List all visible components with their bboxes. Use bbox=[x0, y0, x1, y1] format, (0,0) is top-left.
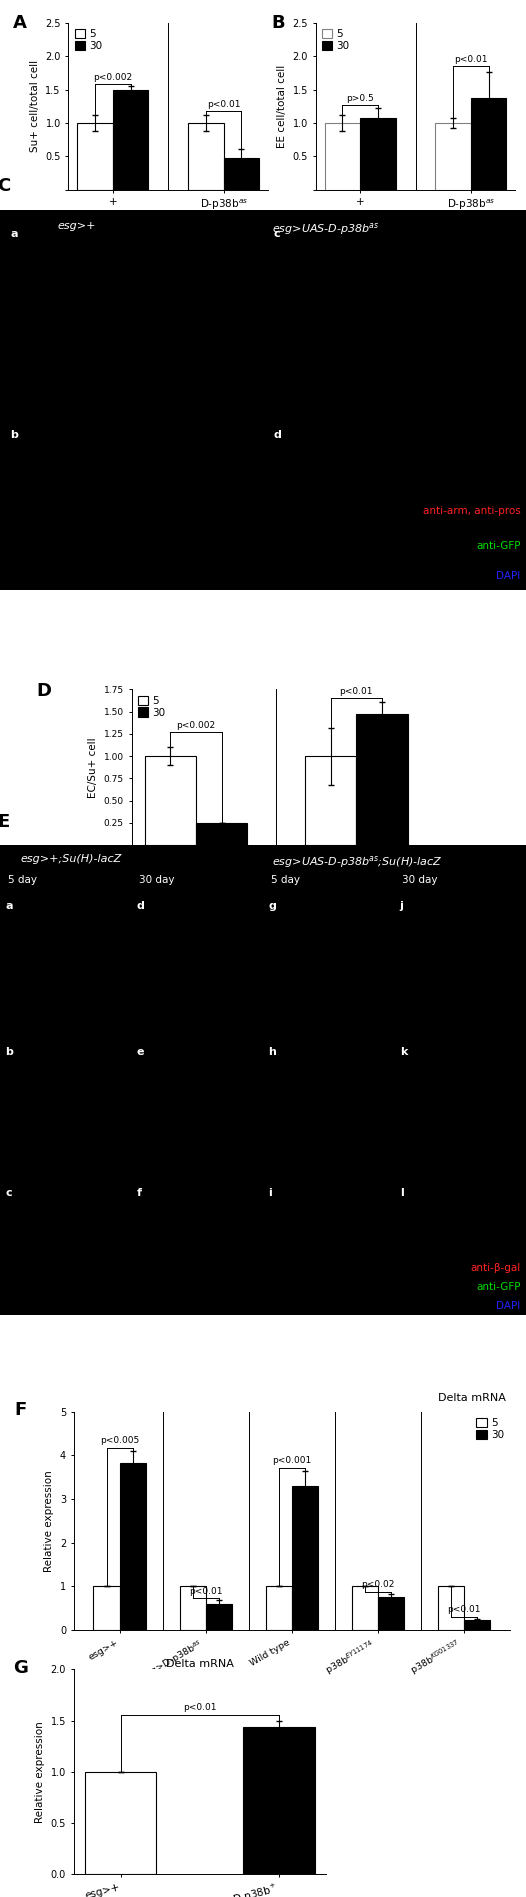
Bar bbox=[438, 1586, 464, 1630]
Bar bbox=[325, 123, 360, 190]
Text: C: C bbox=[0, 176, 11, 195]
Text: F: F bbox=[15, 1402, 27, 1419]
Bar bbox=[471, 97, 507, 190]
Text: 30 day: 30 day bbox=[139, 875, 175, 884]
Text: p<0.01: p<0.01 bbox=[207, 101, 240, 108]
Text: 5 day: 5 day bbox=[8, 875, 37, 884]
Text: c: c bbox=[5, 1188, 12, 1199]
Text: B: B bbox=[271, 15, 285, 32]
Text: 5 day: 5 day bbox=[271, 875, 300, 884]
Text: Delta mRNA: Delta mRNA bbox=[438, 1392, 506, 1404]
Y-axis label: EE cell/total cell: EE cell/total cell bbox=[277, 64, 287, 148]
Text: e: e bbox=[137, 1047, 144, 1057]
Text: anti-GFP: anti-GFP bbox=[476, 541, 521, 550]
Text: esg>UAS-D-p38b$^{as}$: esg>UAS-D-p38b$^{as}$ bbox=[272, 222, 380, 237]
Legend: 5, 30: 5, 30 bbox=[137, 694, 167, 719]
Text: h: h bbox=[268, 1047, 276, 1057]
Bar bbox=[436, 123, 471, 190]
Text: A: A bbox=[13, 15, 26, 32]
Bar bbox=[188, 123, 224, 190]
Y-axis label: Su+ cell/total cell: Su+ cell/total cell bbox=[29, 61, 39, 152]
Text: a: a bbox=[11, 230, 18, 239]
Text: p<0.01: p<0.01 bbox=[183, 1704, 217, 1713]
Text: c: c bbox=[274, 230, 280, 239]
Text: i: i bbox=[268, 1188, 272, 1199]
Bar bbox=[292, 1485, 318, 1630]
Text: DAPI: DAPI bbox=[497, 571, 521, 580]
Legend: 5, 30: 5, 30 bbox=[475, 1417, 505, 1442]
Bar bbox=[464, 1620, 490, 1630]
Text: esg>+;Su(H)-lacZ: esg>+;Su(H)-lacZ bbox=[21, 854, 122, 865]
Text: E: E bbox=[0, 814, 9, 831]
Bar bbox=[120, 1463, 146, 1630]
Bar bbox=[206, 1603, 232, 1630]
Text: p<0.01: p<0.01 bbox=[448, 1605, 481, 1614]
Text: esg>UAS-D-p38b$^{as}$;Su(H)-lacZ: esg>UAS-D-p38b$^{as}$;Su(H)-lacZ bbox=[272, 854, 443, 871]
Bar bbox=[305, 757, 356, 844]
Text: k: k bbox=[400, 1047, 407, 1057]
Bar bbox=[113, 91, 148, 190]
Text: D: D bbox=[36, 681, 51, 700]
Y-axis label: Relative expression: Relative expression bbox=[44, 1470, 54, 1573]
Bar bbox=[360, 118, 396, 190]
Text: l: l bbox=[400, 1188, 403, 1199]
Text: p<0.005: p<0.005 bbox=[100, 1436, 139, 1446]
Bar bbox=[94, 1586, 120, 1630]
Text: j: j bbox=[400, 901, 403, 911]
Bar bbox=[85, 1772, 156, 1874]
Legend: 5, 30: 5, 30 bbox=[74, 28, 104, 51]
Text: b: b bbox=[11, 431, 18, 440]
Text: p<0.001: p<0.001 bbox=[272, 1457, 311, 1464]
Text: 30 day: 30 day bbox=[402, 875, 438, 884]
Bar bbox=[266, 1586, 292, 1630]
Text: p<0.01: p<0.01 bbox=[454, 55, 488, 64]
Text: d: d bbox=[274, 431, 281, 440]
Bar bbox=[352, 1586, 378, 1630]
Bar bbox=[356, 715, 408, 844]
Text: d: d bbox=[137, 901, 145, 911]
Bar bbox=[145, 757, 196, 844]
Text: b: b bbox=[5, 1047, 13, 1057]
Bar bbox=[378, 1597, 404, 1630]
Text: anti-GFP: anti-GFP bbox=[476, 1282, 521, 1292]
Legend: 5, 30: 5, 30 bbox=[321, 28, 351, 51]
Text: p<0.002: p<0.002 bbox=[176, 721, 216, 730]
Bar bbox=[77, 123, 113, 190]
Bar bbox=[179, 1586, 206, 1630]
Text: G: G bbox=[13, 1660, 28, 1677]
Bar bbox=[244, 1726, 315, 1874]
Text: p<0.01: p<0.01 bbox=[340, 687, 373, 696]
Text: p<0.02: p<0.02 bbox=[361, 1580, 394, 1590]
Bar bbox=[224, 157, 259, 190]
Text: p>0.5: p>0.5 bbox=[346, 93, 374, 102]
Bar bbox=[196, 823, 247, 844]
Text: f: f bbox=[137, 1188, 142, 1199]
Text: p<0.01: p<0.01 bbox=[189, 1586, 222, 1595]
Text: esg>+: esg>+ bbox=[57, 222, 96, 231]
Text: anti-arm, anti-pros: anti-arm, anti-pros bbox=[423, 506, 521, 516]
Text: anti-β-gal: anti-β-gal bbox=[470, 1263, 521, 1273]
Y-axis label: Relative expression: Relative expression bbox=[35, 1721, 45, 1823]
Text: DAPI: DAPI bbox=[497, 1301, 521, 1311]
Text: a: a bbox=[5, 901, 13, 911]
Text: p<0.002: p<0.002 bbox=[93, 74, 133, 82]
Y-axis label: EC/Su+ cell: EC/Su+ cell bbox=[88, 736, 98, 797]
Title: Delta mRNA: Delta mRNA bbox=[166, 1658, 234, 1669]
Text: g: g bbox=[268, 901, 276, 911]
